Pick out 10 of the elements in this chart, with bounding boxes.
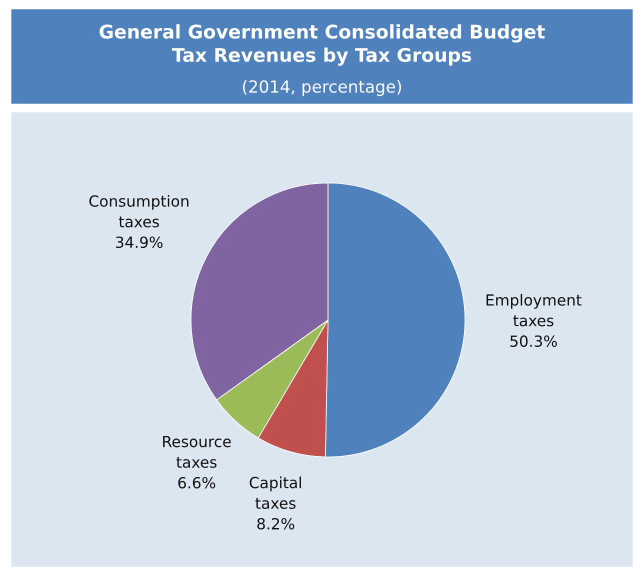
data-label: 50.3% (510, 335, 557, 347)
slice-label: Consumption taxes (89, 195, 188, 228)
slice-label: Employment taxes (486, 294, 582, 326)
data-label: 34.9% (116, 236, 163, 248)
slice-label: Resource taxes (163, 436, 231, 468)
data-label: 6.6% (178, 476, 216, 488)
chart-subtitle: (2014, percentage) (242, 80, 402, 96)
slice-label: Capital taxes (250, 476, 301, 509)
chart-title: General Government Consolidated Budget Tax Revenues by Tax Groups (100, 24, 545, 66)
data-label: 8.2% (257, 518, 294, 530)
